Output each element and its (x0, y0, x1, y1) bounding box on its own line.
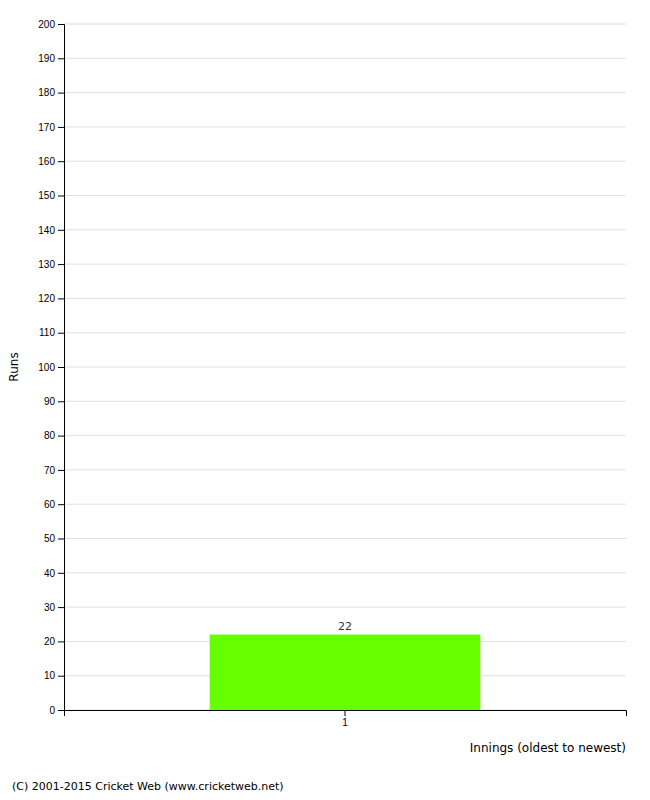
tick-mark (58, 161, 64, 162)
plot: 0 10 20 30 40 50 60 70 80 90 100 110 120 130 140 150 160… (38, 19, 626, 728)
data-label: 22 (338, 620, 352, 633)
tick: 150 (38, 190, 64, 201)
grid-line (64, 264, 626, 265)
tick: 90 (44, 396, 64, 407)
axis-line (65, 711, 627, 717)
y-axis-label: Runs (7, 352, 21, 381)
tick-label: 200 (38, 19, 55, 30)
tick-mark (58, 676, 64, 677)
tick: 10 (44, 670, 64, 681)
tick: 1 (342, 710, 348, 728)
tick-label: 60 (44, 499, 56, 510)
tick-mark (58, 24, 64, 25)
tick: 120 (38, 293, 64, 304)
tick-mark (58, 93, 64, 94)
grid-line (64, 161, 626, 162)
tick-mark (58, 641, 64, 642)
tick-label: 190 (38, 53, 55, 64)
tick-label: 10 (44, 670, 56, 681)
tick: 80 (44, 430, 64, 441)
tick: 50 (44, 533, 64, 544)
chart-svg: 0 10 20 30 40 50 60 70 80 90 100 110 120 130 140 150 160… (0, 0, 650, 800)
tick: 0 (49, 705, 64, 716)
grid-line (64, 298, 626, 299)
chart-container: 0 10 20 30 40 50 60 70 80 90 100 110 120 130 140 150 160… (0, 0, 650, 800)
grid-line (64, 607, 626, 608)
tick-mark (58, 539, 64, 540)
tick: 30 (44, 602, 64, 613)
grid-line (64, 126, 626, 127)
tick-mark (58, 710, 64, 711)
tick: 140 (38, 225, 64, 236)
grid-line (64, 195, 626, 196)
data-labels: 22 (338, 620, 352, 633)
grid-line (64, 332, 626, 333)
tick-label: 1 (342, 717, 348, 728)
tick: 200 (38, 19, 64, 30)
tick-mark (58, 607, 64, 608)
tick: 20 (44, 636, 64, 647)
axis-line (58, 25, 65, 711)
tick: 190 (38, 53, 64, 64)
tick-mark (58, 504, 64, 505)
tick-mark (58, 264, 64, 265)
tick: 160 (38, 156, 64, 167)
tick-label: 30 (44, 602, 56, 613)
tick-label: 70 (44, 465, 56, 476)
grid (64, 24, 626, 710)
grid-line (64, 538, 626, 539)
grid-line (64, 367, 626, 368)
tick-mark (58, 127, 64, 128)
tick: 60 (44, 499, 64, 510)
x-axis: 1 (65, 710, 627, 728)
tick-label: 180 (38, 87, 55, 98)
tick-label: 40 (44, 568, 56, 579)
bar (210, 635, 481, 710)
x-axis-label: Innings (oldest to newest) (470, 741, 626, 755)
tick-mark (58, 298, 64, 299)
tick-mark (58, 58, 64, 59)
grid-line (64, 24, 626, 25)
tick: 180 (38, 87, 64, 98)
tick: 130 (38, 259, 64, 270)
y-axis: 0 10 20 30 40 50 60 70 80 90 100 110 120 130 140 150 160… (38, 19, 64, 716)
tick: 110 (39, 327, 64, 338)
tick-mark (58, 333, 64, 334)
tick-mark (58, 230, 64, 231)
footer: (C) 2001-2015 Cricket Web (www.cricketwe… (12, 780, 284, 793)
grid-line (64, 469, 626, 470)
tick-label: 130 (38, 259, 55, 270)
grid-line (64, 401, 626, 402)
tick-label: 160 (38, 156, 55, 167)
tick: 70 (44, 465, 64, 476)
tick-label: 50 (44, 533, 56, 544)
bars (210, 635, 481, 710)
tick-mark (345, 710, 346, 716)
grid-line (64, 435, 626, 436)
tick-mark (58, 573, 64, 574)
tick-mark (58, 470, 64, 471)
grid-line (64, 58, 626, 59)
grid-line (64, 229, 626, 230)
tick: 100 (38, 362, 64, 373)
tick-label: 140 (38, 225, 55, 236)
tick-label: 110 (39, 327, 55, 338)
tick-mark (58, 196, 64, 197)
tick-label: 90 (44, 396, 56, 407)
tick-label: 170 (38, 122, 55, 133)
tick-label: 80 (44, 430, 56, 441)
tick-mark (58, 401, 64, 402)
tick-label: 120 (38, 293, 55, 304)
tick-label: 100 (38, 362, 55, 373)
tick-label: 0 (49, 705, 55, 716)
grid-line (64, 92, 626, 93)
tick-label: 150 (38, 190, 55, 201)
tick: 40 (44, 568, 64, 579)
tick: 170 (38, 122, 64, 133)
tick-label: 20 (44, 636, 56, 647)
grid-line (64, 504, 626, 505)
grid-line (64, 572, 626, 573)
tick-mark (58, 367, 64, 368)
tick-mark (58, 436, 64, 437)
